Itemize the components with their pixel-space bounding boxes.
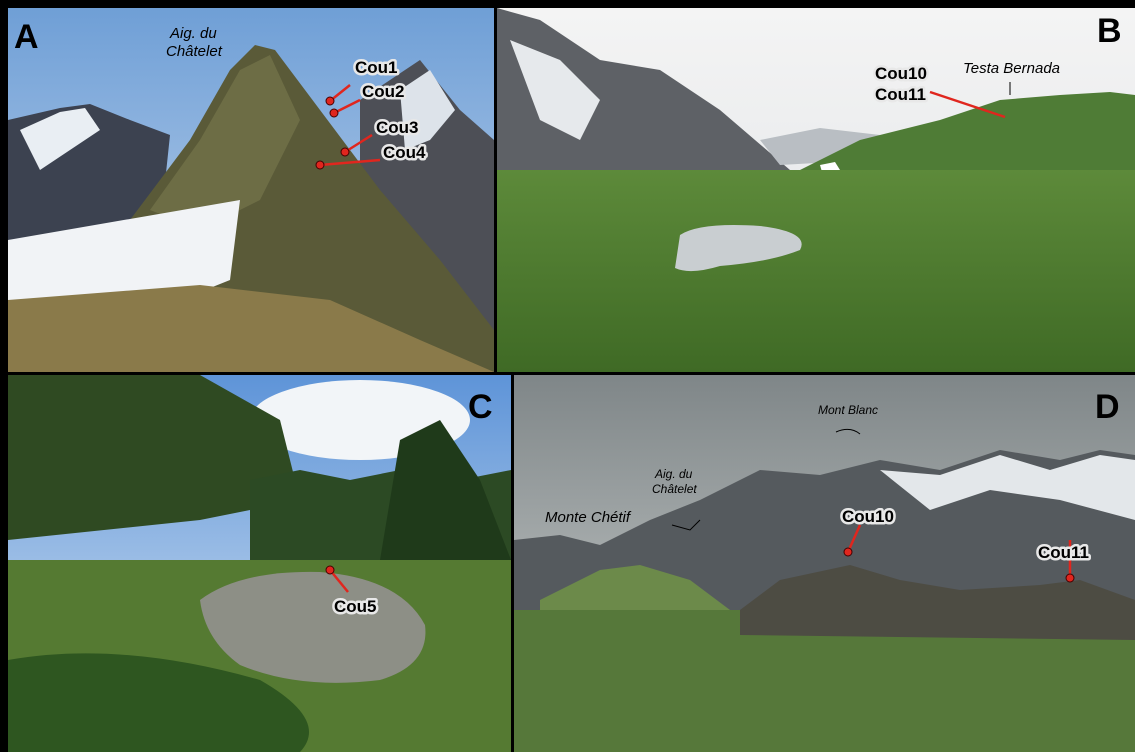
panel-letter: C bbox=[468, 388, 493, 426]
sample-label: Cou5 bbox=[334, 597, 377, 616]
sample-point bbox=[844, 548, 852, 556]
peak-label: Châtelet bbox=[652, 482, 697, 496]
sample-point bbox=[330, 109, 338, 117]
peak-label: Mont Blanc bbox=[818, 403, 878, 417]
peak-label: Aig. du bbox=[654, 467, 693, 481]
sample-label: Cou2 bbox=[362, 82, 405, 101]
sample-label: Cou1 bbox=[355, 58, 398, 77]
panel-letter: A bbox=[14, 18, 39, 56]
peak-label: Aig. du bbox=[169, 25, 217, 42]
sample-point bbox=[316, 161, 324, 169]
sample-label: Cou10 bbox=[875, 64, 927, 83]
panel-b: B Cou10 Cou11 Testa Bernada bbox=[497, 8, 1135, 372]
panel-letter: B bbox=[1097, 12, 1122, 50]
sample-point bbox=[326, 566, 334, 574]
peak-label: Châtelet bbox=[166, 43, 223, 60]
panel-d: D Mont Blanc Aig. du Châtelet Monte Chét… bbox=[514, 375, 1135, 752]
sample-label: Cou4 bbox=[383, 143, 426, 162]
panel-letter: D bbox=[1095, 388, 1120, 426]
sample-point bbox=[341, 148, 349, 156]
sample-point bbox=[326, 97, 334, 105]
sample-label: Cou11 bbox=[875, 85, 926, 104]
sample-point bbox=[1066, 574, 1074, 582]
sample-label: Cou10 bbox=[842, 507, 894, 526]
panel-a: A Aig. du Châtelet Cou1 Cou2 Cou3 Cou4 bbox=[8, 8, 494, 372]
peak-label: Monte Chétif bbox=[545, 509, 632, 526]
panel-c: C Cou5 bbox=[8, 375, 511, 752]
peak-label: Testa Bernada bbox=[963, 60, 1060, 77]
figure: A Aig. du Châtelet Cou1 Cou2 Cou3 Cou4 B… bbox=[0, 0, 1135, 752]
sample-label: Cou3 bbox=[376, 118, 419, 137]
sample-label: Cou11 bbox=[1038, 543, 1089, 562]
